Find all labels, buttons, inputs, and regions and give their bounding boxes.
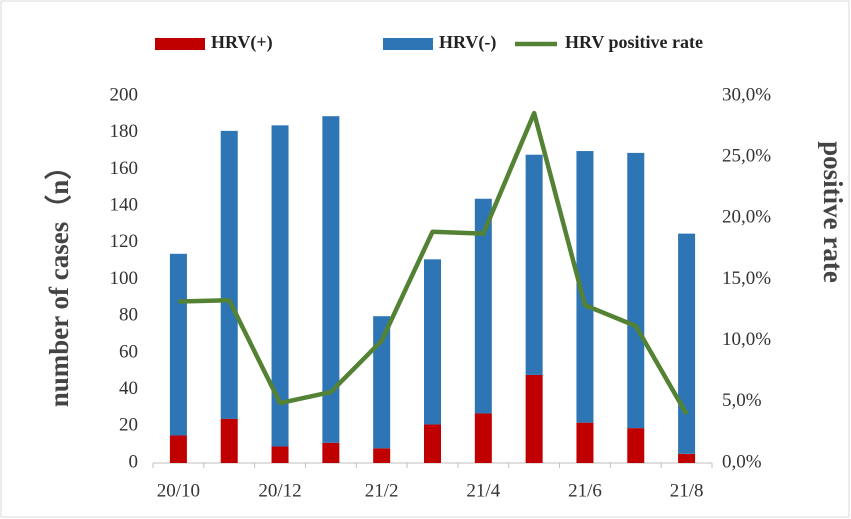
bar [474,198,492,414]
legend-swatch [155,38,205,50]
bar [373,448,391,463]
y2-axis-label: positive rate [818,141,848,283]
y-tick-label: 180 [110,121,139,142]
bar [322,116,340,443]
legend-label: HRV positive rate [565,32,703,52]
bar [424,259,441,425]
legend-swatch [383,38,433,50]
y-axis-label: number of cases（n） [44,153,74,408]
line [178,110,689,416]
y2-tick-label: 20,0% [722,207,771,228]
bar [678,233,696,454]
y2-tick-label: 15,0% [722,268,771,289]
x-tick-label: 20/10 [157,480,200,501]
x-tick-label: 21/6 [568,480,602,501]
y2-tick-label: 30,0% [722,84,771,105]
bar [525,154,543,375]
bar [627,152,645,429]
bar [322,442,340,463]
x-tick-label: 21/2 [365,480,399,501]
y-tick-label: 140 [110,194,139,215]
bar [271,446,289,463]
bar [424,424,441,463]
y-tick-label: 80 [119,305,138,326]
y-tick-label: 0 [129,451,139,472]
bar [220,130,238,419]
y-tick-label: 160 [110,158,139,179]
x-tick-label: 20/12 [258,480,301,501]
x-tick-label: 21/4 [466,480,500,501]
bar [525,374,543,463]
bar [627,428,645,463]
x-tick-label: 21/8 [670,480,704,501]
y-tick-label: 20 [119,415,138,436]
bar [169,435,187,463]
bar [678,453,696,463]
legend-label: HRV(-) [439,32,496,53]
y-tick-label: 120 [110,231,139,252]
y2-tick-label: 25,0% [722,146,771,167]
bar [220,418,238,463]
bar [373,316,391,449]
y-tick-label: 60 [119,341,138,362]
y-tick-label: 100 [110,268,139,289]
y2-tick-label: 10,0% [722,329,771,350]
bar [271,125,289,447]
bar [576,422,594,463]
legend-label: HRV(+) [211,32,273,53]
bar [576,151,594,423]
bar [474,413,492,463]
bar [169,253,187,436]
y-tick-label: 40 [119,378,138,399]
y2-tick-label: 0,0% [722,451,762,472]
y-tick-label: 200 [110,84,139,105]
y2-tick-label: 5,0% [722,390,762,411]
